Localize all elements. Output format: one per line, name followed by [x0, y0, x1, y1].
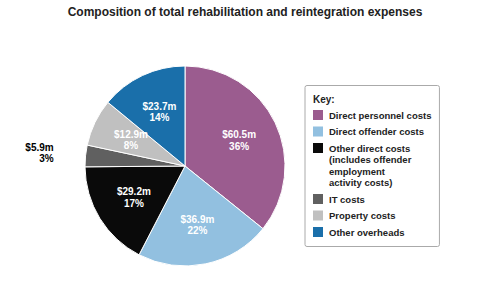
legend-swatch [313, 211, 323, 221]
legend-label: Direct offender costs [329, 126, 424, 137]
legend-label: Direct personnel costs [329, 110, 431, 121]
data-label-value: $60.5m [222, 129, 256, 140]
data-label-value: $29.2m [117, 186, 151, 197]
legend-label: Other direct costs(includes offenderempl… [329, 143, 412, 189]
legend-swatch [313, 143, 323, 153]
data-label-percentage: 17% [124, 198, 144, 209]
chart: Composition of total rehabilitation and … [0, 0, 490, 297]
data-label-percentage: 36% [229, 141, 249, 152]
data-label: $23.7m14% [142, 101, 176, 124]
slice [108, 66, 185, 166]
data-label-value: $5.9m [25, 142, 53, 153]
data-label-percentage: 22% [187, 225, 207, 236]
legend-swatch [313, 227, 323, 237]
pie [85, 66, 285, 266]
data-label-value: $36.9m [180, 214, 214, 225]
data-label-percentage: 3% [39, 153, 54, 164]
slice [85, 166, 185, 255]
data-label-value: $12.9m [114, 129, 148, 140]
legend-label: Other overheads [329, 227, 405, 238]
legend-title: Key: [313, 94, 335, 105]
data-label: $29.2m17% [117, 186, 151, 209]
legend-frame [305, 86, 439, 247]
data-label-percentage: 14% [149, 112, 169, 123]
data-labels: $60.5m36% $36.9m22% $29.2m17% $5.9m3% $12.9m… [25, 101, 256, 236]
legend: Key: Direct personnel costs Direct offende… [305, 86, 439, 247]
legend-label: IT costs [329, 194, 365, 205]
data-label: $36.9m22% [180, 214, 214, 237]
legend-swatch [313, 194, 323, 204]
legend-swatch [313, 110, 323, 120]
legend-label: Property costs [329, 210, 396, 221]
data-label-percentage: 8% [124, 140, 139, 151]
data-label: $5.9m3% [25, 142, 53, 165]
data-label: $60.5m36% [222, 129, 256, 152]
data-label-value: $23.7m [142, 101, 176, 112]
title: Composition of total rehabilitation and … [68, 5, 423, 19]
legend-swatch [313, 127, 323, 137]
data-label: $12.9m8% [114, 129, 148, 152]
